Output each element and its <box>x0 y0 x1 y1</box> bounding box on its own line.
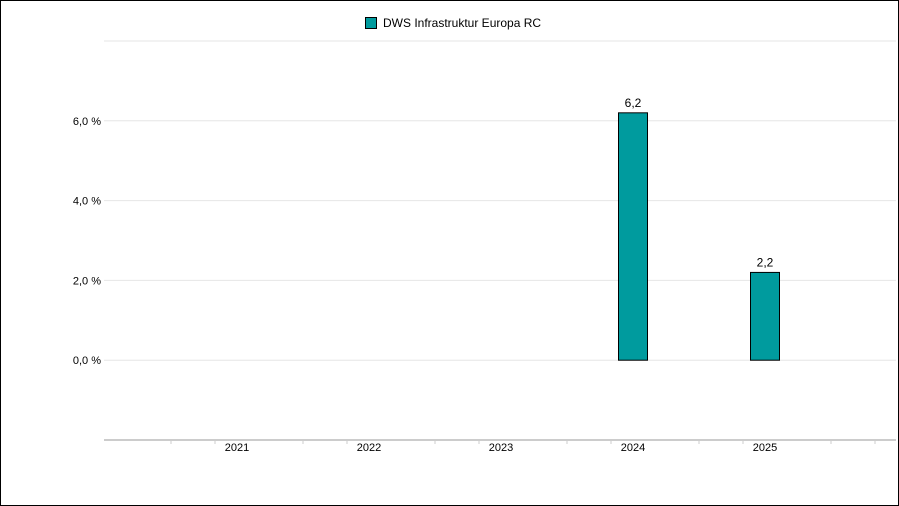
bar <box>750 271 780 361</box>
legend-swatch <box>365 17 377 29</box>
x-tick-label: 2022 <box>357 442 381 454</box>
x-tick-label: 2025 <box>753 442 777 454</box>
data-label: 2,2 <box>757 255 774 269</box>
y-tick-label: 6,0 % <box>73 116 101 128</box>
legend-label: DWS Infrastruktur Europa RC <box>383 16 542 30</box>
legend: DWS Infrastruktur Europa RC <box>365 16 541 30</box>
x-tick-label: 2023 <box>489 442 513 454</box>
x-tick-label: 2021 <box>225 442 249 454</box>
data-label: 6,2 <box>625 96 642 110</box>
y-tick-label: 4,0 % <box>73 196 101 208</box>
y-tick-label: 0,0 % <box>73 355 101 367</box>
bar <box>618 112 648 361</box>
x-tick-label: 2024 <box>621 442 645 454</box>
y-tick-label: 2,0 % <box>73 275 101 287</box>
